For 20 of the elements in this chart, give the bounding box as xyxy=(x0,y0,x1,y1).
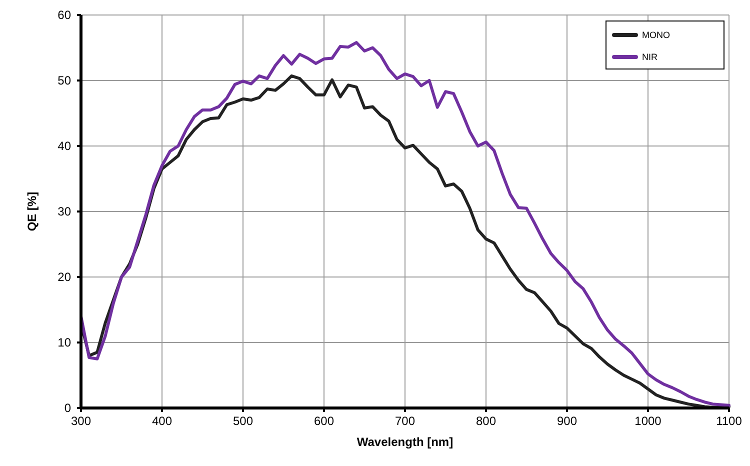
x-tick-label: 300 xyxy=(70,414,92,428)
y-tick-label: 30 xyxy=(58,204,72,218)
x-tick-label: 700 xyxy=(394,414,416,428)
x-axis-title: Wavelength [nm] xyxy=(356,435,454,449)
y-tick-label: 60 xyxy=(58,8,72,22)
y-tick-label: 40 xyxy=(58,139,72,153)
x-tick-label: 800 xyxy=(476,414,496,428)
x-tick-label: 400 xyxy=(152,414,172,428)
y-tick-label: 20 xyxy=(58,270,72,284)
x-tick-label: 500 xyxy=(232,414,254,428)
x-tick-label: 1000 xyxy=(634,414,662,428)
legend-label: NIR xyxy=(642,52,658,62)
y-tick-label: 50 xyxy=(58,74,72,88)
x-tick-label: 900 xyxy=(556,414,578,428)
y-axis-title: QE [%] xyxy=(25,192,39,232)
y-tick-label: 0 xyxy=(64,401,72,415)
legend-label: MONO xyxy=(642,30,670,40)
x-tick-label: 600 xyxy=(314,414,334,428)
y-tick-label: 10 xyxy=(58,336,72,350)
x-tick-label: 1100 xyxy=(716,414,742,428)
